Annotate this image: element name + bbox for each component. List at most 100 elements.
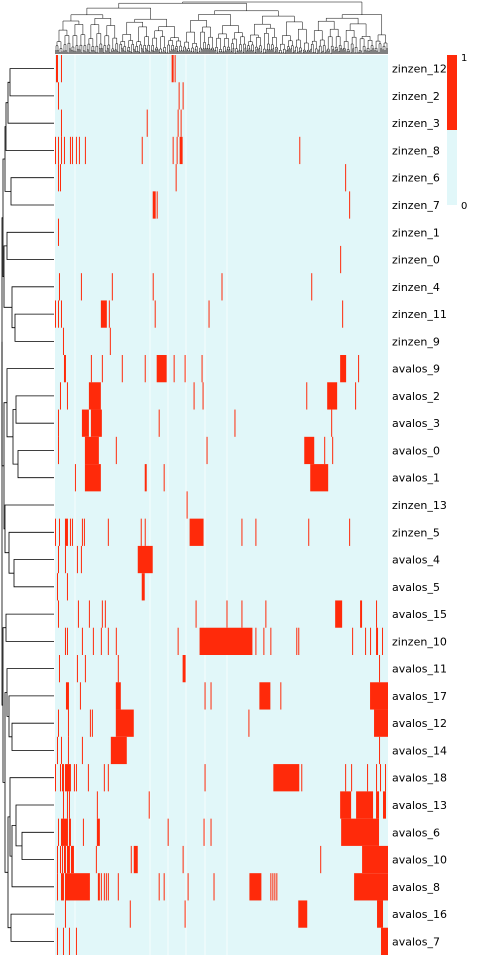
- column-dendrogram-link: [222, 51, 225, 54]
- column-dendrogram-link: [202, 48, 205, 54]
- column-dendrogram-link: [262, 15, 295, 25]
- column-dendrogram-link: [268, 49, 271, 54]
- column-dendrogram-link: [171, 45, 174, 50]
- heatmap-cell-present: [75, 764, 77, 792]
- heatmap-cell-present: [376, 600, 378, 628]
- row-label: avalos_11: [392, 663, 447, 676]
- row-dendrogram-link: [6, 231, 54, 260]
- column-dendrogram-link: [329, 28, 339, 37]
- heatmap-cell-present: [83, 518, 85, 546]
- column-dendrogram-link: [126, 21, 143, 35]
- heatmap-cell-present: [66, 627, 68, 655]
- column-dendrogram-link: [342, 49, 344, 54]
- heatmap-cell-present: [57, 818, 59, 846]
- column-dendrogram-link: [232, 47, 235, 54]
- column-dendrogram-link: [96, 33, 102, 47]
- heatmap-cell-present: [100, 300, 107, 328]
- column-dendrogram-link: [112, 37, 118, 49]
- column-dendrogram-link: [224, 38, 229, 48]
- heatmap-cell-present: [144, 355, 146, 383]
- column-dendrogram-link: [366, 50, 368, 54]
- column-dendrogram-link: [208, 48, 211, 54]
- heatmap-cell-present: [107, 627, 109, 655]
- column-dendrogram-link: [370, 50, 372, 54]
- column-dendrogram-link: [115, 49, 117, 54]
- column-dendrogram-link: [172, 49, 175, 54]
- column-dendrogram-link: [162, 50, 165, 54]
- heatmap-cell-present: [158, 873, 160, 901]
- column-dendrogram-link: [296, 52, 299, 54]
- column-dendrogram-link: [136, 41, 141, 47]
- heatmap-cell-present: [57, 82, 59, 110]
- heatmap-cell-present: [241, 518, 243, 546]
- column-dendrogram-link: [278, 51, 281, 54]
- column-dendrogram-link: [97, 52, 99, 54]
- heatmap-cell-present: [61, 764, 64, 792]
- heatmap-cell-present: [195, 600, 197, 628]
- column-dendrogram-link: [254, 52, 257, 54]
- heatmap-cell-present: [152, 273, 154, 301]
- heatmap-cell-present: [358, 355, 360, 383]
- column-dendrogram-link: [302, 52, 304, 54]
- row-dendrogram-link: [10, 177, 54, 206]
- row-label: zinzen_10: [392, 635, 447, 648]
- heatmap-cell-present: [177, 627, 179, 655]
- column-dendrogram-link: [367, 40, 373, 49]
- row-dendrogram-link: [13, 559, 54, 588]
- column-dendrogram-link: [313, 30, 323, 42]
- column-dendrogram-link: [258, 48, 261, 54]
- heatmap-cell-present: [204, 764, 206, 792]
- heatmap-cell-present: [66, 382, 68, 410]
- heatmap-cell-present: [270, 627, 272, 655]
- heatmap-cell-present: [55, 764, 56, 792]
- column-dendrogram-link: [111, 50, 113, 54]
- column-dendrogram-link: [160, 51, 163, 54]
- column-dendrogram-link: [59, 52, 61, 54]
- column-dendrogram-link: [358, 51, 360, 54]
- heatmap-cell-present: [274, 873, 276, 901]
- column-dendrogram-link: [85, 51, 87, 54]
- heatmap-cell-present: [340, 245, 342, 274]
- row-label: avalos_18: [392, 772, 447, 785]
- column-dendrogram-link: [198, 14, 231, 26]
- column-dendrogram-link: [192, 51, 195, 54]
- heatmap-cell-present: [111, 273, 113, 301]
- heatmap-cell-present: [59, 164, 61, 192]
- row-dendrogram-link: [11, 825, 54, 888]
- column-dendrogram-link: [120, 41, 126, 47]
- heatmap-cell-present: [182, 82, 184, 110]
- row-dendrogram-link: [14, 313, 54, 342]
- column-dendrogram-link: [109, 51, 111, 54]
- heatmap-cell-present: [62, 327, 64, 355]
- heatmap-cell-present: [88, 382, 101, 410]
- column-dendrogram-link: [308, 51, 310, 54]
- column-dendrogram-link: [182, 1, 363, 15]
- column-dendrogram-link: [166, 52, 169, 54]
- heatmap-cell-present: [173, 355, 175, 383]
- heatmap-cell-present: [84, 136, 86, 165]
- column-dendrogram-link: [238, 49, 241, 54]
- heatmap-cell-present: [58, 273, 60, 301]
- heatmap-cell-present: [341, 818, 380, 846]
- heatmap-cell-present: [100, 627, 102, 655]
- heatmap-cell-present: [97, 873, 100, 901]
- column-dendrogram-link: [340, 48, 342, 54]
- heatmap-cell-present: [59, 764, 61, 792]
- heatmap-grid: [55, 55, 388, 955]
- column-dendrogram-link: [280, 52, 283, 54]
- heatmap-cell-present: [324, 436, 326, 465]
- heatmap-cell-present: [90, 355, 92, 383]
- column-dendrogram-link: [99, 48, 101, 54]
- heatmap-cell-present: [57, 164, 59, 192]
- row-label: avalos_14: [392, 744, 447, 757]
- colorbar-min-label: 0: [461, 201, 467, 212]
- column-dendrogram-link: [226, 49, 229, 54]
- heatmap-cell-present: [158, 409, 160, 437]
- column-dendrogram-link: [127, 50, 129, 54]
- column-dendrogram-link: [266, 49, 269, 54]
- heatmap-cell-present: [374, 709, 388, 737]
- heatmap-cell-present: [104, 600, 106, 628]
- heatmap-cell-present: [64, 627, 66, 655]
- heatmap-cell-present: [55, 300, 56, 328]
- column-dendrogram-link: [58, 29, 68, 42]
